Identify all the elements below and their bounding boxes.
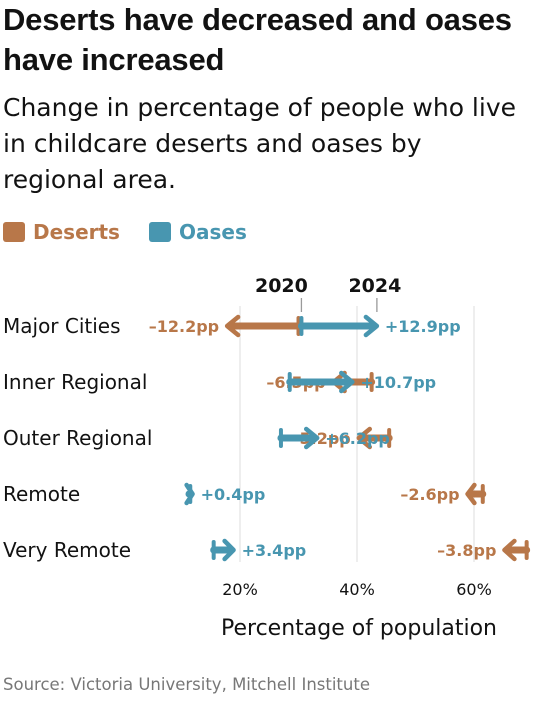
change-label-deserts: –2.6pp [400,485,459,504]
arrow-head-oases [184,482,195,506]
legend-swatch-deserts [3,222,25,242]
legend: Deserts Oases [3,216,403,248]
row-label: Major Cities [3,314,121,338]
arrow-chart: 20% 40% 60% Percentage of population 2020 202… [3,275,531,641]
change-label-deserts: –5.2pp [292,429,351,448]
x-axis-title: Percentage of population [221,616,497,641]
chart-subtitle: Change in percentage of people who live … [3,93,517,194]
arrow-head-deserts [224,314,241,338]
x-tick-label: 20% [222,580,258,599]
row-label: Inner Regional [3,370,147,394]
row-label: Remote [3,482,80,506]
row-label: Outer Regional [3,426,152,450]
arrow-head-deserts [465,482,477,506]
legend-item-oases: Oases [149,216,247,248]
legend-label-deserts: Deserts [33,220,120,244]
arrow-head-deserts [356,426,373,450]
year-label-end: 2024 [348,275,401,297]
arrow-head-oases [222,538,236,562]
change-label-oases: +3.4pp [242,541,307,560]
legend-item-deserts: Deserts [3,216,120,248]
legend-swatch-oases [149,222,171,242]
change-label-deserts: –3.8pp [437,541,496,560]
change-label-oases: +0.4pp [201,485,266,504]
arrow-head-oases [339,370,355,394]
arrow-head-oases [303,426,320,450]
change-label-deserts: –12.2pp [149,317,219,336]
change-label-oases: +10.7pp [360,373,436,392]
x-tick-label: 60% [456,580,492,599]
year-label-start: 2020 [255,275,308,297]
source-note: Source: Victoria University, Mitchell In… [3,675,370,694]
legend-label-oases: Oases [179,220,247,244]
chart-title: Deserts have decreased and oases have in… [3,2,512,77]
row-label: Very Remote [3,538,131,562]
change-label-oases: +6.2pp [325,429,390,448]
arrow-head-oases [363,314,380,338]
arrow-head-deserts [502,538,517,562]
x-tick-label: 40% [339,580,375,599]
change-label-oases: +12.9pp [385,317,461,336]
